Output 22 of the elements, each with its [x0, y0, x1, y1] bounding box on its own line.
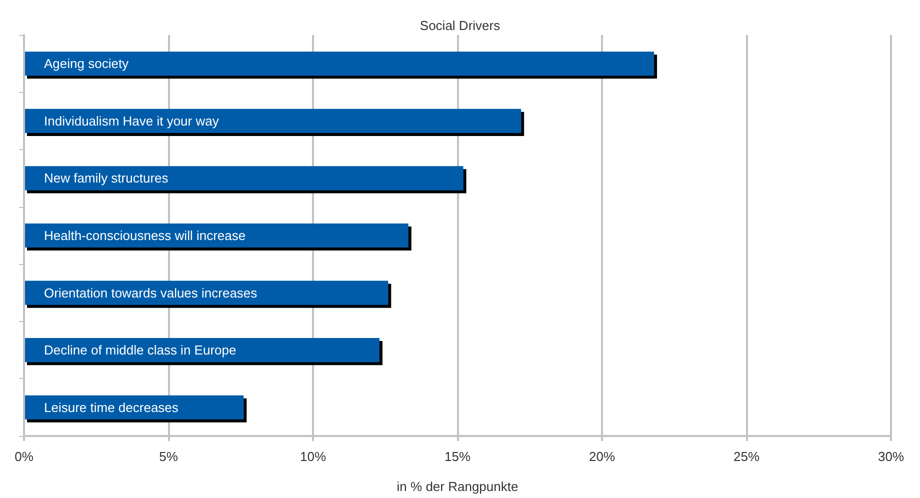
bar — [24, 223, 408, 248]
x-axis-title: in % der Rangpunkte — [396, 479, 518, 494]
y-tick-label: Health-consciousness will increase — [44, 228, 246, 243]
chart-title: Social Drivers — [420, 18, 501, 33]
y-tick-label: Leisure time decreases — [44, 400, 179, 415]
bar — [24, 166, 464, 190]
y-tick-label: Individualism Have it your way — [44, 113, 220, 128]
x-tick-label: 10% — [300, 449, 326, 464]
x-tick-label: 0% — [14, 449, 34, 464]
y-tick-label: New family structures — [44, 170, 169, 186]
x-tick-label: 5% — [159, 449, 178, 464]
bar — [24, 52, 654, 76]
x-tick-label: 15% — [444, 449, 471, 464]
bar — [24, 338, 380, 362]
y-tick-label: Orientation towards values increases — [44, 285, 258, 300]
bar — [24, 280, 388, 305]
y-tick-label: Decline of middle class in Europe — [44, 342, 236, 358]
x-tick-label: 20% — [588, 449, 616, 464]
bar — [24, 108, 522, 133]
x-tick-label: 25% — [733, 449, 760, 464]
x-tick-label: 30% — [878, 449, 904, 464]
y-tick-label: Ageing society — [44, 56, 130, 72]
